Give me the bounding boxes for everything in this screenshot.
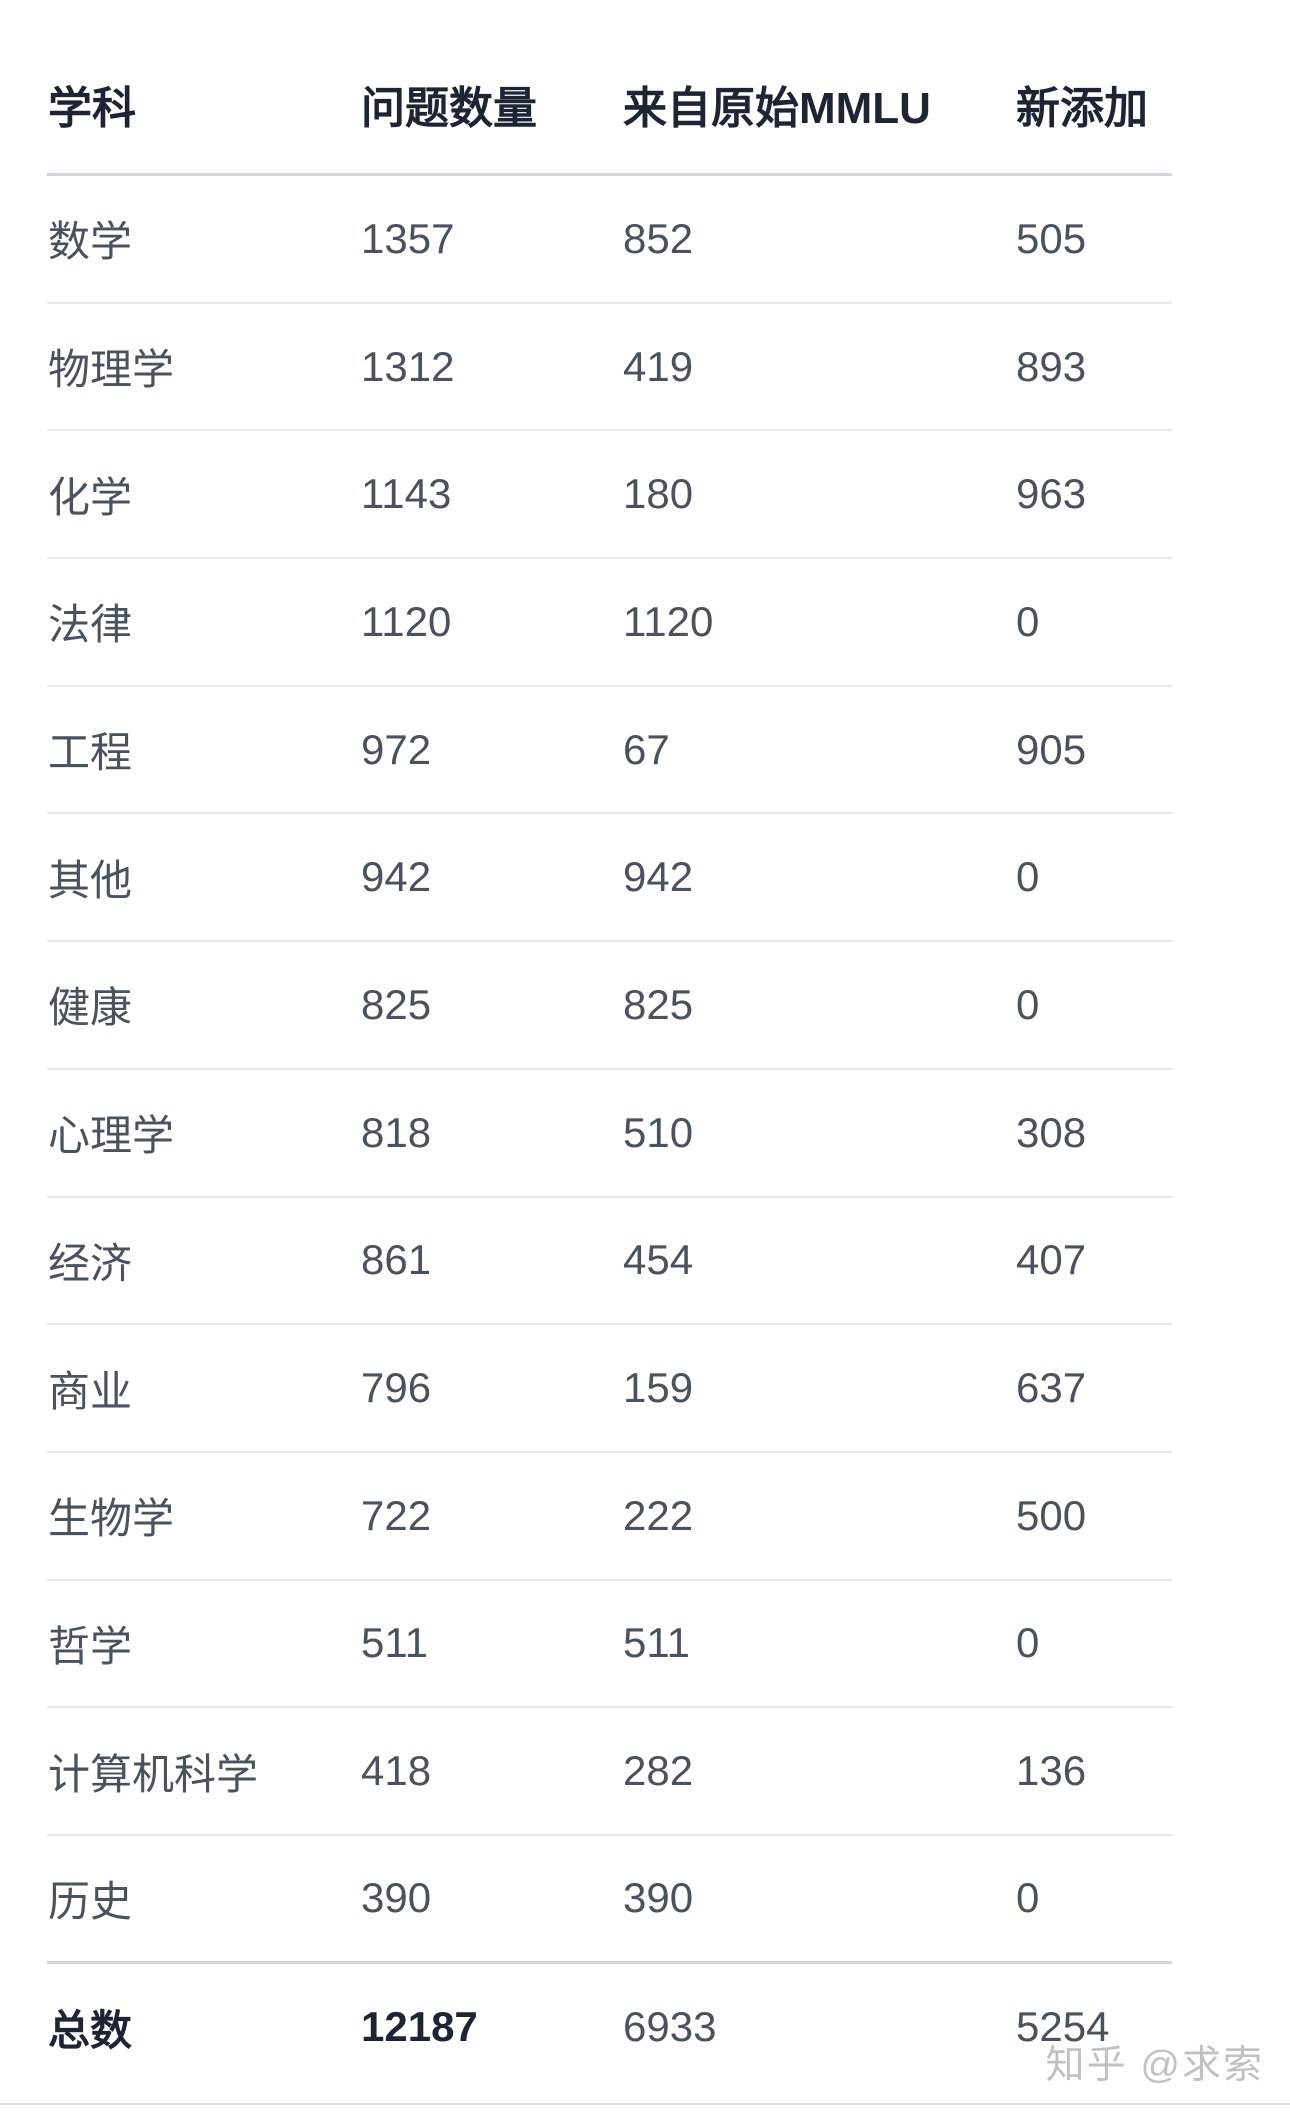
cell-from-original-mmlu: 454: [623, 1236, 694, 1284]
cell-subject: 计算机科学: [48, 1750, 259, 1798]
table-row: 法律 1120 1120 0: [47, 559, 1172, 687]
zhihu-watermark: 知乎 @求索: [1045, 2044, 1264, 2087]
table-body: 数学 1357 852 505 物理学 1312 419 893 化学 1143…: [47, 176, 1172, 1964]
total-cell-question-count: 12187: [361, 2003, 478, 2051]
cell-from-original-mmlu: 222: [623, 1491, 694, 1539]
total-cell-newly-added: 5254: [1016, 2003, 1110, 2051]
table-row: 生物学 722 222 500: [47, 1453, 1172, 1581]
table-row: 哲学 511 511 0: [47, 1581, 1172, 1709]
table-row: 化学 1143 180 963: [47, 431, 1172, 560]
mmlu-subject-stats-table: 学科 问题数量 来自原始MMLU 新添加 数学 1357 852 505 物理学…: [47, 0, 1172, 2091]
cell-question-count: 418: [361, 1747, 432, 1795]
cell-question-count: 1120: [361, 597, 452, 645]
cell-from-original-mmlu: 159: [623, 1364, 694, 1412]
header-cell-subject: 学科: [48, 83, 136, 133]
cell-newly-added: 0: [1016, 1874, 1040, 1922]
cell-from-original-mmlu: 510: [623, 1108, 694, 1156]
table-total-row: 总数 12187 6933 5254: [47, 1964, 1172, 2091]
cell-subject: 历史: [48, 1877, 133, 1925]
cell-question-count: 942: [361, 853, 432, 901]
table-header-row: 学科 问题数量 来自原始MMLU 新添加: [47, 0, 1172, 176]
cell-subject: 商业: [48, 1367, 133, 1415]
table-row: 计算机科学 418 282 136: [47, 1708, 1172, 1836]
cell-newly-added: 0: [1016, 1619, 1040, 1667]
cell-subject: 其他: [48, 856, 133, 904]
table-row: 心理学 818 510 308: [47, 1070, 1172, 1198]
cell-subject: 经济: [48, 1239, 133, 1287]
cell-question-count: 1357: [361, 214, 455, 262]
cell-subject: 心理学: [48, 1112, 175, 1160]
cell-question-count: 722: [361, 1491, 432, 1539]
table-row: 历史 390 390 0: [47, 1836, 1172, 1964]
cell-subject: 健康: [48, 984, 133, 1032]
cell-from-original-mmlu: 852: [623, 214, 694, 262]
cell-from-original-mmlu: 419: [623, 342, 694, 390]
cell-from-original-mmlu: 180: [623, 470, 694, 518]
table-row: 经济 861 454 407: [47, 1198, 1172, 1326]
cell-newly-added: 136: [1016, 1747, 1087, 1795]
cell-question-count: 861: [361, 1236, 432, 1284]
cell-subject: 哲学: [48, 1622, 133, 1670]
table-row: 工程 972 67 905: [47, 687, 1172, 815]
cell-newly-added: 308: [1016, 1108, 1087, 1156]
cell-from-original-mmlu: 1120: [623, 597, 714, 645]
header-cell-newly-added: 新添加: [1016, 83, 1148, 133]
table-row: 健康 825 825 0: [47, 942, 1172, 1070]
cell-from-original-mmlu: 511: [623, 1619, 690, 1667]
table-row: 数学 1357 852 505: [47, 176, 1172, 304]
cell-newly-added: 0: [1016, 597, 1040, 645]
cell-newly-added: 0: [1016, 853, 1040, 901]
header-cell-question-count: 问题数量: [361, 83, 537, 133]
cell-newly-added: 505: [1016, 214, 1087, 262]
cell-question-count: 825: [361, 980, 432, 1028]
cell-from-original-mmlu: 942: [623, 853, 694, 901]
cell-newly-added: 637: [1016, 1364, 1087, 1412]
cell-subject: 数学: [48, 218, 133, 266]
cell-subject: 物理学: [48, 346, 175, 394]
cell-subject: 工程: [48, 729, 133, 777]
cell-from-original-mmlu: 390: [623, 1874, 694, 1922]
cell-question-count: 511: [361, 1619, 428, 1667]
cell-from-original-mmlu: 825: [623, 980, 694, 1028]
cell-question-count: 796: [361, 1364, 432, 1412]
table-row: 其他 942 942 0: [47, 814, 1172, 943]
cell-question-count: 818: [361, 1108, 432, 1156]
cell-subject: 化学: [48, 473, 133, 521]
total-cell-subject: 总数: [48, 2006, 133, 2054]
cell-from-original-mmlu: 67: [623, 725, 670, 773]
cell-newly-added: 407: [1016, 1236, 1087, 1284]
total-cell-from-original-mmlu: 6933: [623, 2003, 717, 2051]
table-row: 物理学 1312 419 893: [47, 304, 1172, 432]
cell-newly-added: 905: [1016, 725, 1087, 773]
cell-newly-added: 0: [1016, 980, 1040, 1028]
cell-subject: 法律: [48, 601, 133, 649]
cell-subject: 生物学: [48, 1495, 175, 1543]
cell-from-original-mmlu: 282: [623, 1747, 694, 1795]
cell-question-count: 1143: [361, 470, 452, 518]
cell-question-count: 390: [361, 1874, 432, 1922]
cell-newly-added: 500: [1016, 1491, 1087, 1539]
cell-newly-added: 893: [1016, 342, 1087, 390]
table-row: 商业 796 159 637: [47, 1325, 1172, 1453]
cell-question-count: 972: [361, 725, 432, 773]
cell-question-count: 1312: [361, 342, 455, 390]
bottom-divider: [0, 2103, 1290, 2105]
cell-newly-added: 963: [1016, 470, 1087, 518]
header-cell-from-original-mmlu: 来自原始MMLU: [623, 83, 931, 133]
